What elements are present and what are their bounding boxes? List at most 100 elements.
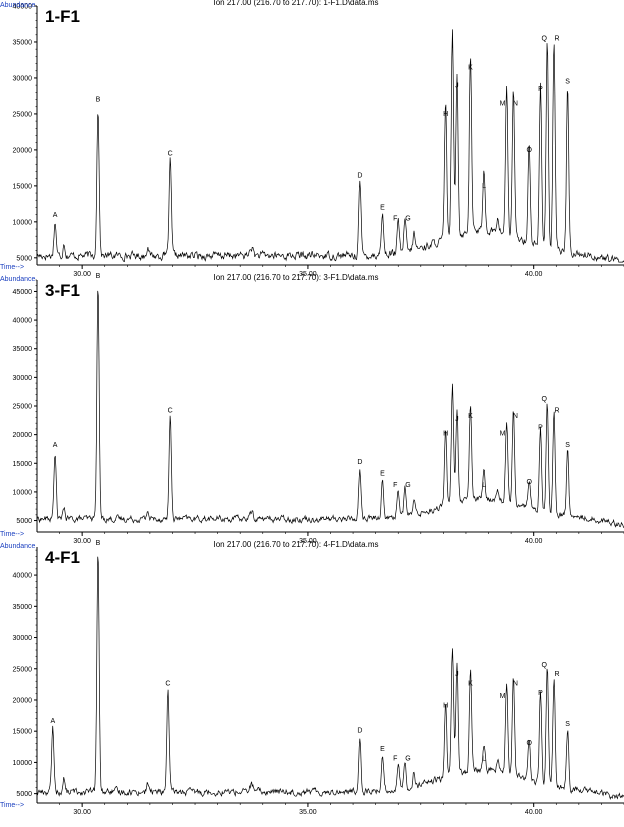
peak-label-A: A [53,442,58,449]
y-tick-label: 20000 [13,697,33,704]
chromatogram-trace [36,29,624,263]
y-tick-label: 15000 [13,461,33,468]
peak-label-E: E [380,746,385,753]
peak-label-P: P [538,425,543,432]
peak-label-G: G [405,756,410,763]
y-tick-label: 10000 [13,219,33,226]
peak-label-B: B [96,97,101,104]
peak-label-H: H [443,430,448,437]
peak-label-C: C [168,151,173,158]
chart-panel-4-F1: 5000 10000 15000 20000 25000 30000 35000 40000 3… [0,540,624,816]
peak-label-D: D [357,727,362,734]
panel-label: 3-F1 [45,281,80,300]
y-tick-label: 25000 [13,666,33,673]
x-tick-label: 40.00 [525,271,543,278]
y-axis-label: Abundance [0,276,36,283]
x-tick-label: 40.00 [525,538,543,545]
peak-label-I: I [451,387,453,394]
peak-label-L: L [482,756,486,763]
peak-label-G: G [405,215,410,222]
y-tick-label: 40000 [13,4,33,11]
peak-label-Q: Q [542,396,548,403]
peak-label-L: L [482,183,486,190]
peak-label-S: S [565,442,570,449]
peak-label-N: N [513,681,518,688]
peak-label-K: K [468,681,473,688]
peak-label-M: M [500,693,506,700]
y-tick-label: 45000 [13,289,33,296]
y-tick-label: 20000 [13,432,33,439]
peak-label-M: M [500,100,506,107]
peak-label-L: L [482,482,486,489]
peak-label-J: J [455,416,459,423]
peak-label-E: E [380,470,385,477]
y-tick-label: 25000 [13,404,33,411]
peak-label-Q: Q [542,662,548,669]
x-tick-label: 35.00 [299,271,317,278]
peak-label-H: H [443,111,448,118]
y-tick-label: 25000 [13,111,33,118]
y-tick-label: 20000 [13,147,33,154]
peak-label-F: F [393,756,397,763]
y-tick-label: 10000 [13,489,33,496]
peak-label-M: M [500,430,506,437]
peak-label-E: E [380,205,385,212]
peak-label-D: D [357,459,362,466]
chart-title: Ion 217.00 (216.70 to 217.70): 3-F1.D\da… [214,273,379,282]
x-axis-label: Time--> [0,531,24,538]
peak-label-R: R [554,671,559,678]
y-tick-label: 15000 [13,729,33,736]
x-tick-label: 35.00 [299,809,317,816]
y-tick-label: 35000 [13,39,33,46]
y-tick-label: 30000 [13,375,33,382]
peak-label-C: C [165,681,170,688]
y-axis-label: Abundance [0,543,36,550]
x-axis-label: Time--> [0,264,24,271]
peak-label-I: I [451,43,453,50]
peak-label-R: R [554,36,559,43]
x-tick-label: 30.00 [73,271,91,278]
peak-label-R: R [554,407,559,414]
peak-label-F: F [393,482,397,489]
panel-label: 4-F1 [45,548,80,567]
chart-panel-3-F1: 5000 10000 15000 20000 25000 30000 35000 40000 4… [0,273,624,545]
y-tick-label: 35000 [13,604,33,611]
y-tick-label: 40000 [13,573,33,580]
peak-label-A: A [50,718,55,725]
peak-label-O: O [526,147,532,154]
x-axis-label: Time--> [0,802,24,809]
y-tick-label: 30000 [13,75,33,82]
peak-label-A: A [53,212,58,219]
peak-label-B: B [96,540,101,547]
peak-label-B: B [96,273,101,280]
peak-label-O: O [526,479,532,486]
x-tick-label: 35.00 [299,538,317,545]
x-tick-label: 40.00 [525,809,543,816]
peak-label-Q: Q [542,36,548,43]
peak-label-S: S [565,721,570,728]
x-tick-label: 30.00 [73,809,91,816]
chromatogram-trace [36,556,624,800]
peak-label-P: P [538,690,543,697]
chart-panel-1-F1: 5000 10000 15000 20000 25000 30000 35000 40000 3… [0,0,624,278]
chart-title: Ion 217.00 (216.70 to 217.70): 1-F1.D\da… [214,0,379,7]
y-tick-label: 5000 [16,791,32,798]
peak-label-H: H [443,702,448,709]
x-tick-label: 30.00 [73,538,91,545]
peak-label-G: G [405,482,410,489]
peak-label-P: P [538,86,543,93]
peak-label-K: K [468,413,473,420]
peak-label-N: N [513,413,518,420]
peak-label-D: D [357,172,362,179]
y-axis-label: Abundance [0,2,36,9]
panel-label: 1-F1 [45,7,80,26]
y-tick-label: 10000 [13,760,33,767]
peak-label-O: O [526,740,532,747]
peak-label-I: I [451,653,453,660]
y-tick-label: 15000 [13,183,33,190]
y-tick-label: 5000 [16,518,32,525]
chromatogram-trace [36,290,624,529]
peak-label-K: K [468,64,473,71]
y-tick-label: 5000 [16,255,32,262]
